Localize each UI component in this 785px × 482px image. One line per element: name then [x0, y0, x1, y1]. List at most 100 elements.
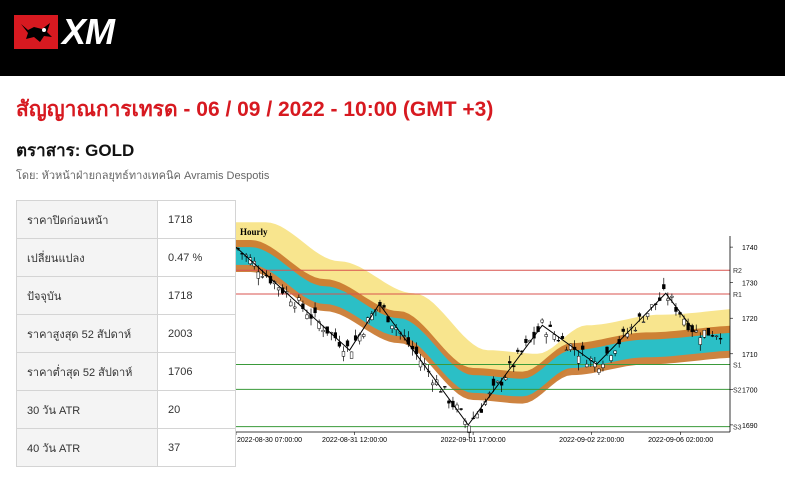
level-label-r1: R1 — [733, 292, 742, 299]
page-title: สัญญาณการเทรด - 06 / 09 / 2022 - 10:00 (… — [16, 98, 494, 121]
stat-value: 0.47 % — [157, 238, 236, 277]
table-row: ราคาปิดก่อนหน้า 1718 — [16, 200, 236, 239]
candle-body — [581, 345, 585, 350]
candle-body — [682, 318, 686, 326]
candle-body — [313, 307, 317, 314]
x-tick-label: 2022-08-30 07:00:00 — [237, 437, 302, 444]
candle-body — [670, 295, 674, 298]
candle-body — [714, 335, 719, 337]
stat-label: ราคาต่ำสุด 52 สัปดาห์ — [16, 352, 158, 391]
candle-body — [499, 381, 504, 386]
stat-value: 37 — [157, 428, 236, 467]
candle-body — [556, 340, 561, 342]
candle-body — [479, 409, 483, 413]
candle-body — [524, 338, 528, 343]
candle-body — [467, 425, 471, 433]
author-line: โดย: หัวหน้าฝ่ายกลยุทธ์ทางเทคนิค Avramis… — [16, 170, 270, 182]
stat-value: 1718 — [157, 200, 236, 239]
candle-body — [621, 328, 625, 332]
stat-label: 30 วัน ATR — [16, 390, 158, 429]
stat-label: ราคาสูงสุด 52 สัปดาห์ — [16, 314, 158, 353]
candle-body — [702, 329, 706, 338]
candle-body — [576, 355, 581, 364]
candle-body — [362, 334, 366, 337]
candle-body — [698, 337, 702, 345]
candle-body — [495, 380, 500, 383]
stat-value: 2003 — [157, 314, 236, 353]
y-tick-label: 1740 — [742, 245, 758, 252]
top-header-bar: XM — [0, 0, 785, 76]
candle-body — [321, 330, 325, 333]
candle-body — [508, 361, 512, 364]
candle-body — [601, 363, 605, 368]
logo-text: XM — [62, 11, 115, 52]
x-tick-label: 2022-09-02 22:00:00 — [559, 437, 624, 444]
instrument-heading: ตราสาร: GOLD — [16, 141, 135, 160]
candle-body — [613, 350, 617, 354]
y-tick-label: 1730 — [742, 281, 758, 288]
bull-icon — [14, 15, 58, 49]
table-row: ราคาต่ำสุด 52 สัปดาห์ 1706 — [16, 352, 236, 391]
candle-body — [662, 284, 666, 289]
candle-body — [637, 313, 642, 317]
candle-body — [439, 391, 443, 393]
candle-body — [645, 313, 650, 317]
candle-body — [289, 301, 293, 307]
candle-body — [641, 321, 646, 323]
candle-body — [276, 287, 281, 291]
candle-body — [256, 271, 260, 279]
inner-band — [236, 247, 730, 397]
x-tick-label: 2022-08-31 12:00:00 — [322, 437, 387, 444]
x-tick-label: 2022-09-06 02:00:00 — [648, 437, 713, 444]
candle-body — [370, 313, 374, 320]
candle-body — [544, 334, 548, 337]
y-tick-label: 1690 — [742, 423, 758, 430]
timeframe-label: Hourly — [240, 227, 268, 237]
candle-body — [317, 321, 321, 329]
candle-body — [260, 276, 265, 278]
y-tick-label: 1700 — [742, 387, 758, 394]
y-tick-label: 1710 — [742, 352, 758, 359]
candle-body — [475, 413, 479, 419]
stat-value: 1718 — [157, 276, 236, 315]
candle-body — [516, 349, 520, 352]
candle-body — [718, 337, 723, 340]
candle-body — [491, 378, 496, 386]
price-chart: R2 R1 S1 S2 S3 1690 1700 1710 1720 1730 1740 2022-… — [235, 200, 768, 466]
candle-body — [609, 355, 613, 361]
xm-logo[interactable]: XM — [14, 11, 115, 52]
candle-body — [305, 314, 309, 319]
candle-body — [548, 324, 552, 327]
candle-body — [341, 351, 346, 357]
stats-table: ราคาปิดก่อนหน้า 1718 เปลี่ยนแปลง 0.47 % ปั… — [16, 200, 236, 467]
level-label-s2: S2 — [733, 387, 742, 394]
candle-body — [540, 319, 544, 323]
candle-body — [504, 377, 508, 381]
stat-value: 1706 — [157, 352, 236, 391]
candle-body — [390, 325, 394, 329]
stat-label: เปลี่ยนแปลง — [16, 238, 158, 277]
candle-body — [706, 328, 711, 336]
table-row: 30 วัน ATR 20 — [16, 390, 236, 429]
table-row: ราคาสูงสุด 52 สัปดาห์ 2003 — [16, 314, 236, 353]
candle-body — [447, 400, 451, 404]
chart-svg: R2 R1 S1 S2 S3 1690 1700 1710 1720 1730 1740 2022-… — [235, 200, 768, 466]
candle-body — [293, 306, 297, 309]
candle-body — [633, 329, 638, 332]
stat-label: 40 วัน ATR — [16, 428, 158, 467]
candle-body — [337, 341, 342, 347]
zigzag-line — [235, 246, 696, 426]
level-label-s1: S1 — [733, 362, 742, 369]
candle-body — [349, 351, 354, 359]
candle-body — [382, 305, 386, 308]
candle-body — [585, 363, 589, 368]
candle-body — [443, 386, 447, 388]
x-tick-label: 2022-09-01 17:00:00 — [441, 437, 506, 444]
table-row: ปัจจุบัน 1718 — [16, 276, 236, 315]
candle-body — [431, 382, 435, 386]
candle-body — [418, 360, 423, 368]
level-label-r2: R2 — [733, 268, 742, 275]
candle-body — [710, 335, 715, 337]
stat-label: ราคาปิดก่อนหน้า — [16, 200, 158, 239]
table-row: 40 วัน ATR 37 — [16, 428, 236, 467]
